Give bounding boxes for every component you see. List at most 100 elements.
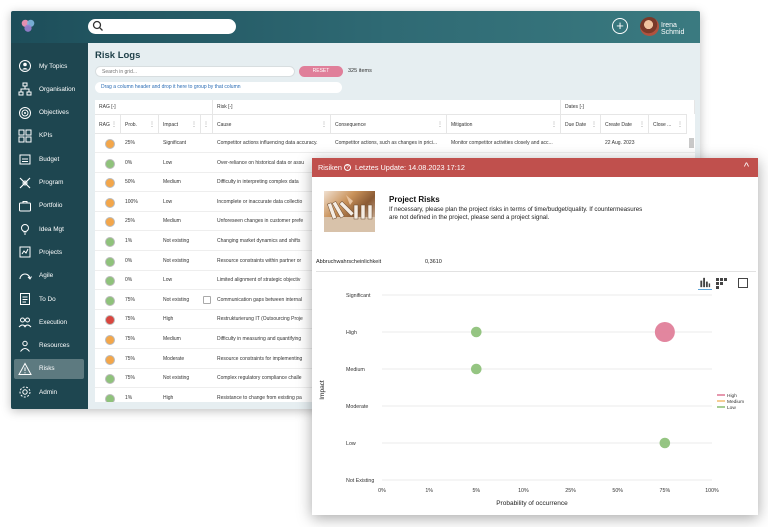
cell-impact: Medium: [163, 179, 181, 186]
rag-status-dot: [105, 178, 115, 189]
group-header-dates[interactable]: Dates [-]: [561, 100, 695, 114]
cell-create: 22 Aug. 2023: [605, 140, 635, 146]
column-menu-icon[interactable]: ⋮: [551, 122, 557, 128]
cell-prob: 25%: [125, 140, 136, 146]
cell-prob: 0%: [125, 159, 133, 166]
group-header-risk[interactable]: Risk [-]: [213, 100, 561, 114]
rag-status-dot: [105, 315, 115, 326]
legend-label: High: [727, 393, 737, 399]
sidebar-item-label: Agile: [39, 272, 54, 280]
col-due-date-header[interactable]: Due Date ⋮: [561, 114, 601, 134]
column-menu-icon[interactable]: ⋮: [111, 122, 117, 128]
rag-status-dot: [105, 354, 115, 365]
column-header-label: Cause: [217, 122, 232, 128]
col-prob-header[interactable]: Prob. ⋮: [121, 114, 159, 134]
sidebar-item-label: Projects: [39, 248, 63, 256]
column-menu-icon[interactable]: ⋮: [203, 122, 209, 128]
sidebar-item-execution[interactable]: Execution: [14, 312, 84, 332]
column-header-label: Impact: [163, 122, 179, 128]
risks-popup: Risiken? Letztes Update: 14.08.2023 17:12…: [312, 158, 758, 515]
sidebar-item-label: Idea Mgt: [39, 225, 64, 233]
col-cause-header[interactable]: Cause ⋮: [213, 114, 331, 134]
sidebar-item-portfolio[interactable]: Portfolio: [14, 196, 84, 216]
add-button[interactable]: +: [612, 18, 628, 34]
risk-point[interactable]: [470, 326, 482, 338]
sidebar-item-projects[interactable]: Projects: [14, 242, 84, 262]
column-menu-icon[interactable]: ⋮: [591, 122, 597, 128]
sidebar-item-label: Objectives: [39, 109, 69, 117]
target-icon: [18, 106, 32, 120]
global-search-input[interactable]: [88, 19, 236, 34]
cell-cause: Difficulty in interpreting complex data: [217, 179, 299, 186]
x-tick-label: 50%: [612, 488, 623, 494]
avatar[interactable]: [640, 17, 659, 36]
column-menu-icon[interactable]: ⋮: [437, 122, 443, 128]
legend-label: Low: [727, 405, 736, 411]
sidebar-item-idea-mgt[interactable]: Idea Mgt: [14, 219, 84, 239]
cell-cause: Resistance to change from existing pa: [217, 394, 302, 401]
sidebar-item-objectives[interactable]: Objectives: [14, 103, 84, 123]
sidebar-item-admin[interactable]: Admin: [14, 382, 84, 402]
col-consequence-header[interactable]: Consequence ⋮: [331, 114, 447, 134]
col-impact-header[interactable]: Impact ⋮: [159, 114, 201, 134]
risk-matrix-chart: Not ExistingLowModerateMediumHighSignifi…: [319, 293, 744, 507]
grid-scrollbar[interactable]: [689, 138, 694, 148]
sidebar-item-resources[interactable]: Resources: [14, 336, 84, 356]
sidebar-item-my-topics[interactable]: My Topics: [14, 56, 84, 76]
risk-point[interactable]: [470, 363, 482, 375]
col-rag-header[interactable]: RAG ⋮: [95, 114, 121, 134]
column-header-label: Mitigation: [451, 122, 473, 128]
col-create-date-header[interactable]: Create Date ⋮: [601, 114, 649, 134]
chevron-up-icon[interactable]: ^: [743, 161, 749, 173]
col-mitigation-header[interactable]: Mitigation ⋮: [447, 114, 561, 134]
grid-search-input[interactable]: [95, 66, 295, 77]
sidebar-item-kpis[interactable]: KPIs: [14, 126, 84, 146]
cell-impact: Moderate: [163, 355, 185, 362]
sidebar-item-budget[interactable]: Budget: [14, 149, 84, 169]
risk-point[interactable]: [659, 437, 671, 449]
rag-status-dot: [105, 139, 115, 149]
sidebar-item-agile[interactable]: Agile: [14, 266, 84, 286]
group-by-dropzone[interactable]: Drag a column header and drop it here to…: [95, 82, 342, 93]
sidebar-item-to-do[interactable]: To Do: [14, 289, 84, 309]
cell-impact: Low: [163, 277, 173, 284]
heatmap-icon[interactable]: [715, 276, 729, 290]
cell-impact: Low: [163, 159, 173, 166]
column-menu-icon[interactable]: ⋮: [149, 122, 155, 128]
column-menu-icon[interactable]: ⋮: [321, 122, 327, 128]
info-icon[interactable]: ?: [343, 164, 351, 171]
risk-point[interactable]: [654, 322, 675, 342]
column-header-label: Due Date: [565, 122, 587, 128]
column-menu-icon[interactable]: ⋮: [639, 122, 645, 128]
projects-icon: [18, 245, 32, 259]
sidebar-item-program[interactable]: Program: [14, 173, 84, 193]
group-header-rag[interactable]: RAG [-]: [95, 100, 213, 114]
col-close-header[interactable]: Close ... ⋮: [649, 114, 687, 134]
sidebar-item-organisation[interactable]: Organisation: [14, 79, 84, 99]
column-menu-icon[interactable]: ⋮: [677, 122, 683, 128]
top-bar: + Irena Schmid: [11, 11, 700, 43]
cell-cause: Over-reliance on historical data or assu: [217, 159, 304, 166]
fullscreen-icon[interactable]: [738, 278, 748, 288]
popup-header[interactable]: Risiken? Letztes Update: 14.08.2023 17:12…: [312, 158, 758, 177]
y-tick-label: Low: [346, 441, 356, 447]
table-row[interactable]: 25% Significant Competitor actions influen…: [95, 134, 695, 153]
column-menu-icon[interactable]: ⋮: [191, 122, 197, 128]
cell-prob: 75%: [125, 355, 136, 362]
bar-chart-icon[interactable]: [698, 276, 712, 290]
cell-cause: Communication gaps between internal: [217, 296, 303, 303]
reset-button[interactable]: RESET: [299, 66, 343, 77]
sidebar-item-risks[interactable]: Risks: [14, 358, 84, 379]
row-checkbox[interactable]: [203, 295, 211, 304]
cell-impact: Not existing: [163, 238, 190, 244]
sidebar-item-label: Admin: [39, 388, 58, 396]
x-tick-label: 1%: [425, 488, 433, 494]
col-check-header[interactable]: ⋮: [201, 114, 213, 134]
app-logo[interactable]: [19, 17, 37, 35]
program-icon: [18, 176, 32, 190]
sidebar-item-label: Program: [39, 179, 64, 186]
cell-impact: Not existing: [163, 375, 190, 382]
gear-icon: [18, 385, 32, 399]
project-risks-description: If necessary, please plan the project ri…: [389, 206, 643, 222]
table-row[interactable]: 1% High Resistance to change from existing…: [95, 389, 695, 402]
